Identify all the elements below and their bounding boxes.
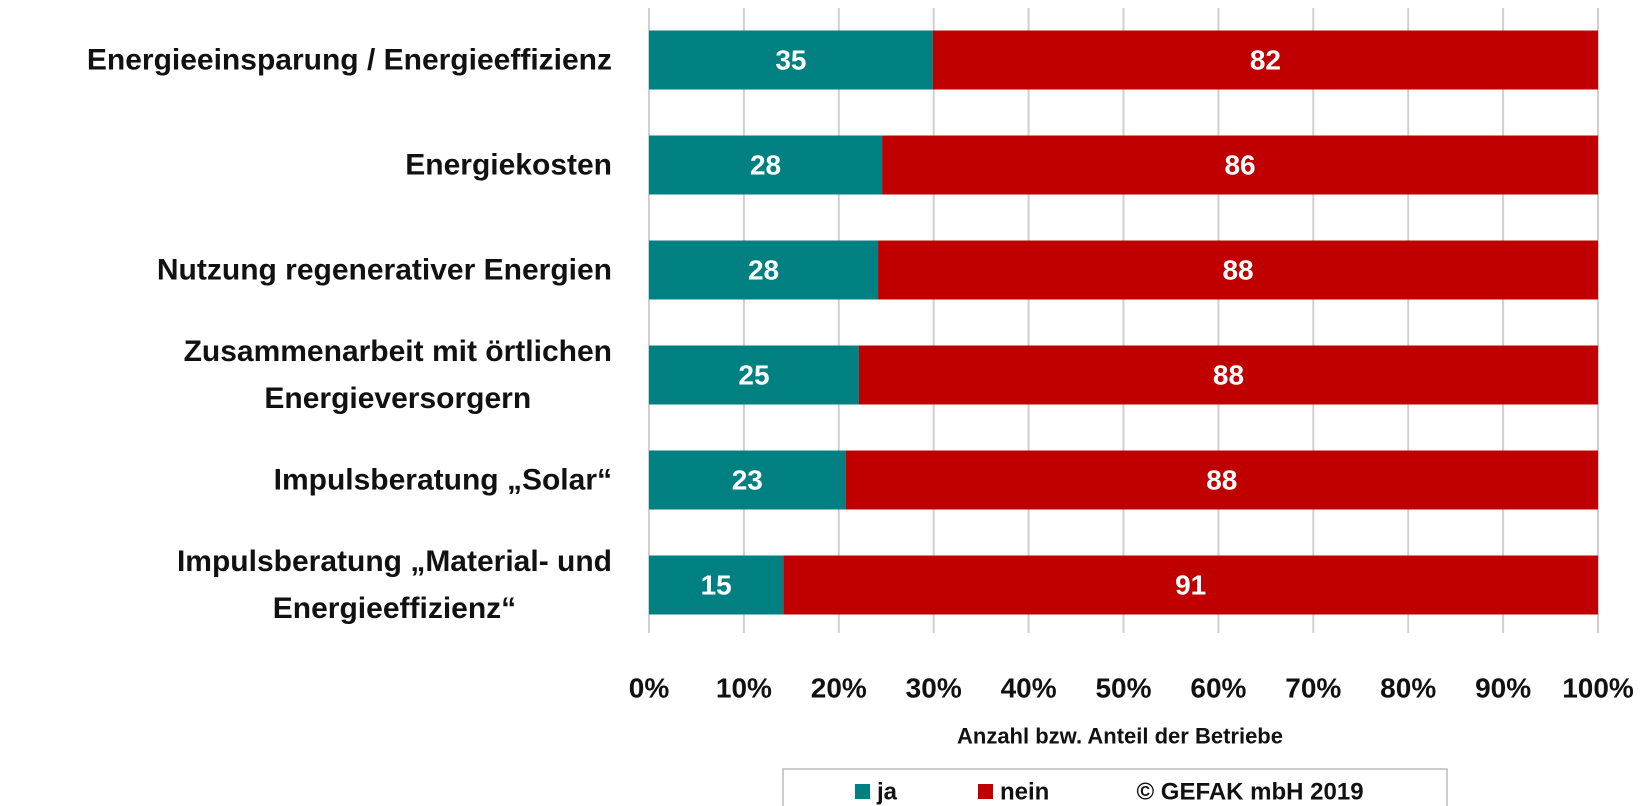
value-label: 91 (1175, 570, 1206, 601)
bar-segment (649, 345, 859, 405)
value-label: 15 (701, 570, 732, 601)
bar-segment (882, 135, 1598, 195)
value-label: 88 (1206, 465, 1237, 496)
x-tick-label: 90% (1475, 673, 1531, 704)
x-tick-label: 0% (629, 673, 670, 704)
copyright: © GEFAK mbH 2019 (1136, 779, 1363, 806)
bar-segment (878, 240, 1598, 300)
value-label: 88 (1213, 360, 1244, 391)
x-tick-label: 60% (1190, 673, 1246, 704)
x-tick-label: 40% (1001, 673, 1057, 704)
value-label: 35 (775, 45, 806, 76)
category-label: Nutzung regenerativer Energien (156, 253, 612, 287)
category-label: Impulsberatung „Material- und Energieeff… (176, 545, 612, 625)
value-label: 23 (732, 465, 763, 496)
bar-segment (845, 450, 1598, 510)
bar-segment (932, 30, 1598, 90)
x-tick-label: 30% (906, 673, 962, 704)
category-label: Energiekosten (405, 148, 612, 182)
legend-label: nein (1000, 779, 1049, 806)
x-tick-label: 80% (1380, 673, 1436, 704)
bar-segment (649, 30, 933, 90)
x-tick-label: 70% (1285, 673, 1341, 704)
bar-segment (783, 555, 1598, 615)
value-label: 88 (1222, 255, 1253, 286)
legend-swatch (855, 784, 870, 799)
value-label: 82 (1250, 45, 1281, 76)
legend-swatch (978, 784, 993, 799)
value-label: 25 (738, 360, 769, 391)
bar-segment (649, 450, 846, 510)
value-label: 86 (1224, 150, 1255, 181)
x-tick-label: 50% (1095, 673, 1151, 704)
value-label: 28 (748, 255, 779, 286)
x-tick-label: 20% (811, 673, 867, 704)
x-tick-label: 100% (1562, 673, 1634, 704)
category-label: Impulsberatung „Solar“ (273, 463, 612, 497)
category-label: Energieeinsparung / Energieeffizienz (86, 43, 612, 77)
category-label: Zusammenarbeit mit örtlichen Energievers… (183, 335, 612, 415)
x-axis-label: Anzahl bzw. Anteil der Betriebe (957, 724, 1283, 749)
value-label: 28 (750, 150, 781, 181)
bar-segment (858, 345, 1598, 405)
bar-segment (649, 555, 784, 615)
bar-segment (649, 135, 883, 195)
legend-box (782, 768, 1448, 806)
x-tick-label: 10% (716, 673, 772, 704)
bar-segment (649, 240, 879, 300)
legend-label: ja (876, 779, 898, 806)
